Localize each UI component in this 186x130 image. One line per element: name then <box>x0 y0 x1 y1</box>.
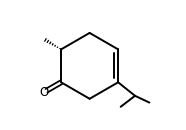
Text: O: O <box>39 86 49 99</box>
